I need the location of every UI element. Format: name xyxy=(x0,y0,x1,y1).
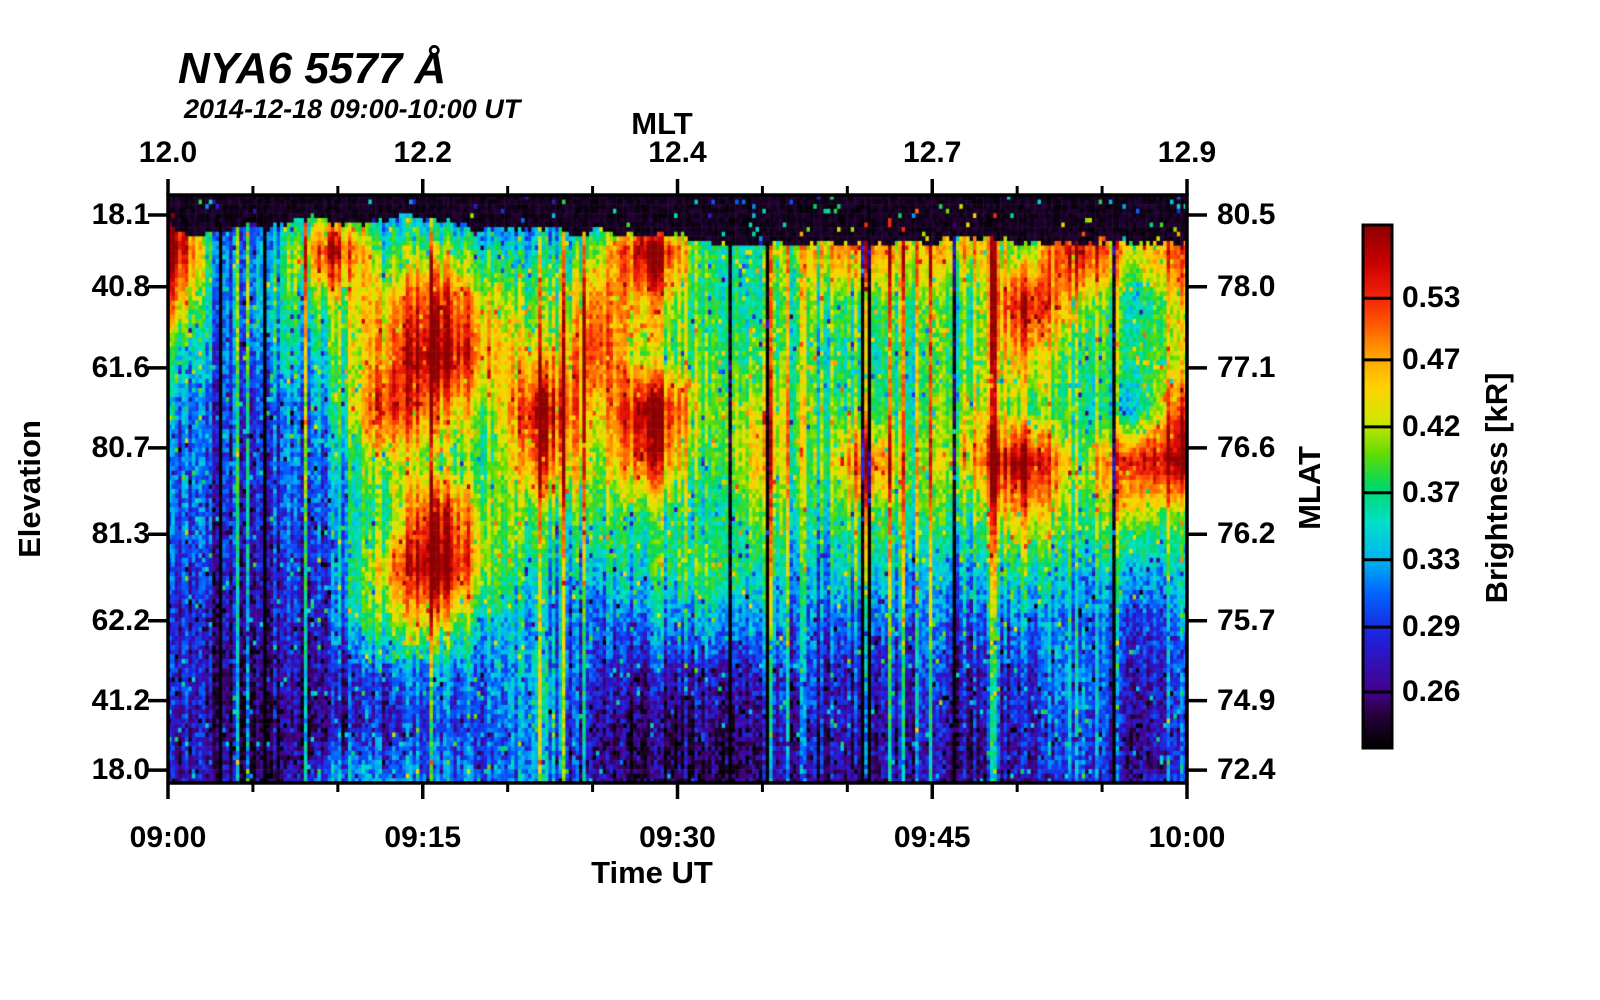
left-tick-label-5: 62.2 xyxy=(91,603,150,637)
right-tick-label-1: 78.0 xyxy=(1217,269,1276,303)
left-tick-label-3: 80.7 xyxy=(91,430,150,464)
bottom-tick-label-2: 09:30 xyxy=(639,821,716,854)
bottom-tick-label-4: 10:00 xyxy=(1148,821,1226,854)
right-tick-label-4: 76.2 xyxy=(1217,517,1276,551)
left-tick-label-7: 18.0 xyxy=(91,753,150,787)
left-axis-title: Elevation xyxy=(12,420,47,558)
right-tick-label-3: 76.6 xyxy=(1217,430,1276,464)
colorbar-tick-label-2: 0.42 xyxy=(1402,409,1461,443)
colorbar-tick-label-0: 0.53 xyxy=(1402,281,1461,315)
colorbar-gradient xyxy=(1363,225,1392,748)
chart-subtitle: 2014-12-18 09:00-10:00 UT xyxy=(184,94,521,124)
colorbar-tick-label-4: 0.33 xyxy=(1402,542,1461,576)
top-tick-label-1: 12.2 xyxy=(393,136,452,169)
top-tick-label-0: 12.0 xyxy=(138,136,198,169)
colorbar-title: Brightness [kR] xyxy=(1479,372,1514,604)
top-tick-label-2: 12.4 xyxy=(648,136,707,169)
left-tick-label-0: 18.1 xyxy=(91,197,150,231)
colorbar-tick-label-3: 0.37 xyxy=(1402,475,1461,509)
top-axis-title: MLT xyxy=(631,106,693,141)
left-tick-label-2: 61.6 xyxy=(91,350,150,384)
right-tick-label-5: 75.7 xyxy=(1217,603,1276,637)
top-tick-label-3: 12.7 xyxy=(903,136,962,169)
bottom-tick-label-0: 09:00 xyxy=(129,821,207,854)
colorbar-tick-label-6: 0.26 xyxy=(1402,675,1461,709)
left-tick-label-1: 40.8 xyxy=(91,269,150,303)
colorbar-tick-label-1: 0.47 xyxy=(1402,342,1461,376)
right-tick-label-2: 77.1 xyxy=(1217,350,1276,384)
bottom-tick-label-3: 09:45 xyxy=(893,821,971,854)
heatmap-image xyxy=(168,195,1187,783)
right-tick-label-0: 80.5 xyxy=(1217,197,1276,231)
top-tick-label-4: 12.9 xyxy=(1157,136,1217,169)
bottom-axis-title: Time UT xyxy=(591,855,713,890)
left-tick-label-4: 81.3 xyxy=(91,517,150,551)
colorbar-tick-label-5: 0.29 xyxy=(1402,610,1461,644)
right-axis-title: MLAT xyxy=(1292,446,1327,530)
bottom-tick-label-1: 09:15 xyxy=(384,821,462,854)
chart-title: NYA6 5577 Å xyxy=(178,44,447,93)
left-tick-label-6: 41.2 xyxy=(91,683,150,717)
right-tick-label-7: 72.4 xyxy=(1217,753,1276,787)
right-tick-label-6: 74.9 xyxy=(1217,683,1276,717)
